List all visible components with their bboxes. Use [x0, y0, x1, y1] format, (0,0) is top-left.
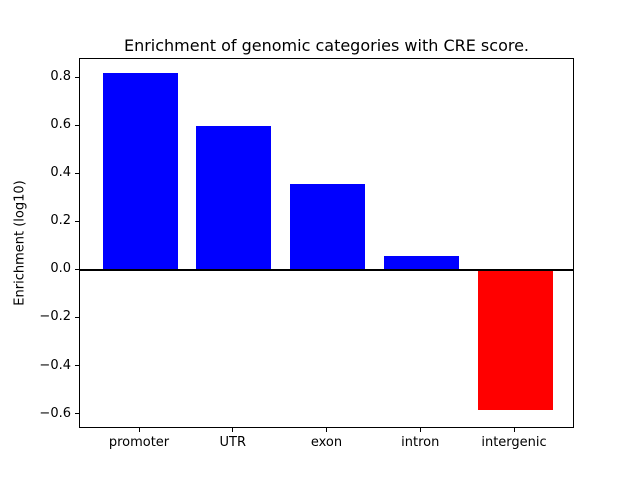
x-tick-mark [419, 428, 421, 432]
y-tick-mark [75, 365, 79, 367]
y-tick-label: −0.4 [39, 357, 71, 373]
y-tick-label: 0.0 [50, 261, 71, 277]
y-tick-label: 0.2 [50, 213, 71, 229]
y-tick-mark [75, 124, 79, 126]
x-tick-label-promoter: promoter [108, 435, 170, 450]
y-tick-mark [75, 316, 79, 318]
x-tick-mark [513, 428, 515, 432]
y-tick-label: 0.8 [50, 69, 71, 85]
zero-line [80, 269, 573, 272]
y-tick-mark [75, 172, 79, 174]
bar-intergenic [477, 270, 553, 410]
y-tick-label: 0.4 [50, 165, 71, 181]
x-tick-label-intron: intron [401, 435, 440, 450]
y-tick-label: 0.6 [50, 117, 71, 133]
x-tick-label-intergenic: intergenic [481, 435, 547, 450]
y-tick-mark [75, 413, 79, 415]
bar-promoter [102, 73, 178, 271]
y-tick-mark [75, 220, 79, 222]
x-tick-label-exon: exon [310, 435, 343, 450]
x-tick-mark [138, 428, 140, 432]
x-tick-label-UTR: UTR [219, 435, 247, 450]
y-axis-label: Enrichment (log10) [12, 180, 28, 306]
bar-exon [290, 183, 365, 271]
y-tick-mark [75, 76, 79, 78]
x-tick-mark [326, 428, 327, 432]
bar-UTR [196, 126, 272, 271]
bar-intron [383, 256, 459, 271]
y-tick-mark [75, 268, 79, 270]
y-tick-label: −0.6 [39, 405, 71, 421]
x-tick-mark [232, 428, 234, 432]
y-tick-label: −0.2 [39, 309, 71, 325]
plot-area [79, 58, 574, 428]
chart-title: Enrichment of genomic categories with CR… [123, 36, 530, 55]
